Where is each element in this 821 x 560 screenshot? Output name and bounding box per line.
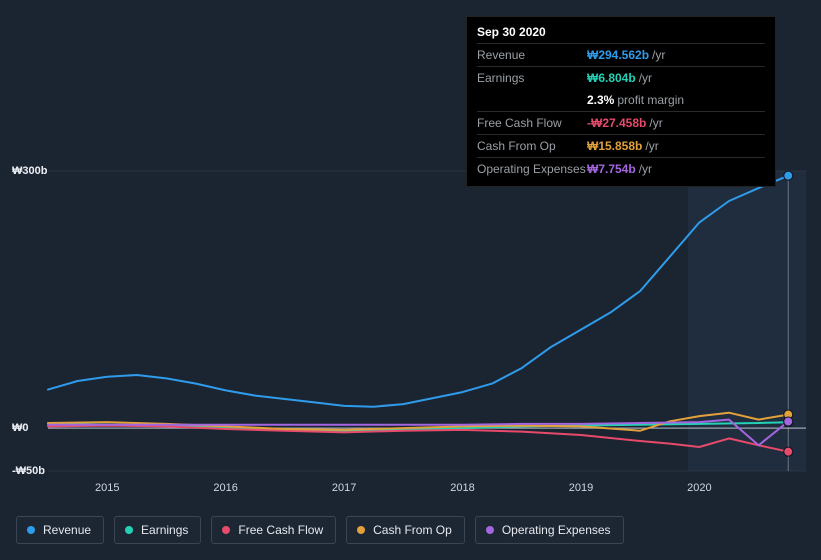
tooltip-value: ₩6.804b/yr — [587, 69, 765, 87]
tooltip-value: ₩15.858b/yr — [587, 137, 765, 155]
legend-dot-icon — [357, 526, 365, 534]
legend-item[interactable]: Operating Expenses — [475, 516, 624, 544]
x-axis-tick-label: 2016 — [213, 482, 237, 494]
tooltip-value: -₩27.458b/yr — [587, 114, 765, 132]
tooltip-row: Operating Expenses₩7.754b/yr — [477, 157, 765, 180]
legend-item[interactable]: Earnings — [114, 516, 201, 544]
line-chart-svg — [48, 171, 806, 471]
tooltip-margin: 2.3%profit margin — [587, 91, 765, 109]
x-axis-labels: 2015 2016 2017 2018 2019 2020 — [0, 482, 821, 500]
legend-dot-icon — [125, 526, 133, 534]
tooltip-row: Revenue₩294.562b/yr — [477, 43, 765, 66]
tooltip-label: Earnings — [477, 69, 587, 87]
data-tooltip: Sep 30 2020 Revenue₩294.562b/yrEarnings₩… — [466, 16, 776, 187]
x-axis-tick-label: 2019 — [569, 482, 593, 494]
chart-legend: Revenue Earnings Free Cash Flow Cash From O… — [16, 516, 624, 544]
tooltip-row: Cash From Op₩15.858b/yr — [477, 134, 765, 157]
tooltip-label: Operating Expenses — [477, 160, 587, 178]
chart-container: ₩300b ₩0 -₩50b 2015 2016 2017 2018 2019 2020 Se… — [0, 0, 821, 560]
x-axis-tick-label: 2017 — [332, 482, 356, 494]
legend-label: Cash From Op — [373, 523, 452, 537]
tooltip-row: 2.3%profit margin — [477, 89, 765, 111]
tooltip-value: ₩7.754b/yr — [587, 160, 765, 178]
tooltip-label: Cash From Op — [477, 137, 587, 155]
legend-dot-icon — [486, 526, 494, 534]
legend-item[interactable]: Revenue — [16, 516, 104, 544]
legend-label: Free Cash Flow — [238, 523, 323, 537]
legend-label: Operating Expenses — [502, 523, 611, 537]
tooltip-label: Revenue — [477, 46, 587, 64]
legend-label: Earnings — [141, 523, 188, 537]
y-axis-tick-label: ₩0 — [12, 422, 29, 434]
legend-dot-icon — [222, 526, 230, 534]
tooltip-row: Earnings₩6.804b/yr — [477, 66, 765, 89]
legend-dot-icon — [27, 526, 35, 534]
chart-area: ₩300b ₩0 -₩50b 2015 2016 2017 2018 2019 2020 — [0, 155, 821, 510]
x-axis-tick-label: 2015 — [95, 482, 119, 494]
y-axis-tick-label: ₩300b — [12, 165, 47, 177]
x-axis-tick-label: 2020 — [687, 482, 711, 494]
tooltip-label: Free Cash Flow — [477, 114, 587, 132]
x-axis-tick-label: 2018 — [450, 482, 474, 494]
tooltip-row: Free Cash Flow-₩27.458b/yr — [477, 111, 765, 134]
y-axis-tick-label: -₩50b — [12, 465, 45, 477]
legend-label: Revenue — [43, 523, 91, 537]
tooltip-rows: Revenue₩294.562b/yrEarnings₩6.804b/yr2.3… — [477, 43, 765, 180]
legend-item[interactable]: Free Cash Flow — [211, 516, 336, 544]
legend-item[interactable]: Cash From Op — [346, 516, 465, 544]
tooltip-value: ₩294.562b/yr — [587, 46, 765, 64]
tooltip-date: Sep 30 2020 — [477, 23, 765, 43]
